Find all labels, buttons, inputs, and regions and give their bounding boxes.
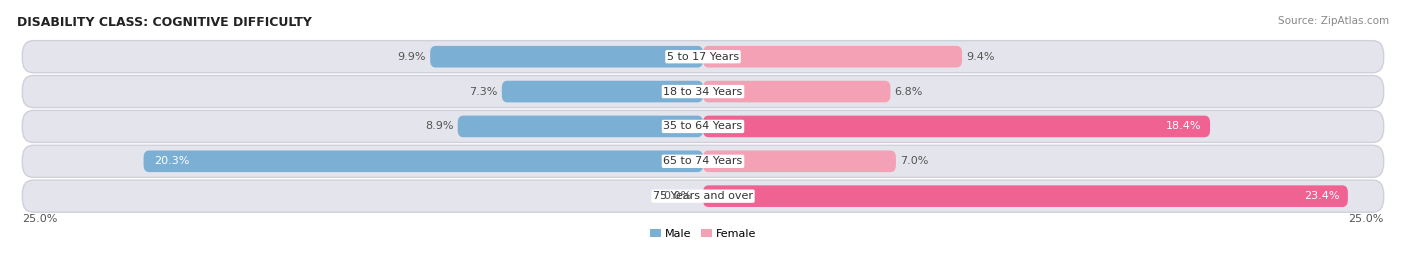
Text: 25.0%: 25.0% — [22, 214, 58, 224]
FancyBboxPatch shape — [458, 116, 703, 137]
Text: DISABILITY CLASS: COGNITIVE DIFFICULTY: DISABILITY CLASS: COGNITIVE DIFFICULTY — [17, 16, 312, 29]
Text: 23.4%: 23.4% — [1305, 191, 1340, 201]
Text: 0.0%: 0.0% — [664, 191, 692, 201]
FancyBboxPatch shape — [22, 180, 1384, 212]
Text: Source: ZipAtlas.com: Source: ZipAtlas.com — [1278, 16, 1389, 26]
Text: 5 to 17 Years: 5 to 17 Years — [666, 52, 740, 62]
FancyBboxPatch shape — [430, 46, 703, 68]
Text: 25.0%: 25.0% — [1348, 214, 1384, 224]
FancyBboxPatch shape — [143, 150, 703, 172]
Text: 18.4%: 18.4% — [1167, 121, 1202, 132]
Text: 35 to 64 Years: 35 to 64 Years — [664, 121, 742, 132]
FancyBboxPatch shape — [703, 150, 896, 172]
FancyBboxPatch shape — [703, 116, 1211, 137]
FancyBboxPatch shape — [502, 81, 703, 102]
FancyBboxPatch shape — [22, 110, 1384, 143]
FancyBboxPatch shape — [703, 46, 962, 68]
Text: 65 to 74 Years: 65 to 74 Years — [664, 156, 742, 166]
FancyBboxPatch shape — [22, 76, 1384, 108]
Text: 7.0%: 7.0% — [900, 156, 928, 166]
Text: 7.3%: 7.3% — [470, 87, 498, 97]
Text: 20.3%: 20.3% — [155, 156, 190, 166]
Text: 9.4%: 9.4% — [966, 52, 994, 62]
FancyBboxPatch shape — [703, 81, 890, 102]
FancyBboxPatch shape — [703, 185, 1348, 207]
Text: 9.9%: 9.9% — [398, 52, 426, 62]
Text: 6.8%: 6.8% — [894, 87, 922, 97]
Legend: Male, Female: Male, Female — [645, 224, 761, 243]
Text: 8.9%: 8.9% — [425, 121, 454, 132]
FancyBboxPatch shape — [22, 41, 1384, 73]
FancyBboxPatch shape — [22, 145, 1384, 177]
Text: 18 to 34 Years: 18 to 34 Years — [664, 87, 742, 97]
Text: 75 Years and over: 75 Years and over — [652, 191, 754, 201]
